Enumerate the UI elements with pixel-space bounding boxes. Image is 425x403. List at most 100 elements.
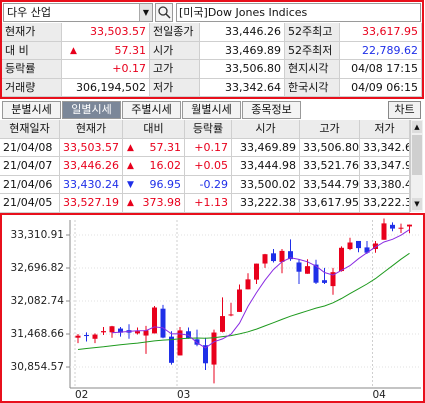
quote-label: 거래량: [2, 78, 62, 97]
candle-body: [186, 331, 191, 339]
quote-value: 33,503.57: [62, 23, 150, 42]
candle-body: [364, 247, 370, 253]
candle-body: [169, 336, 174, 363]
candle-body: [245, 279, 251, 290]
chart-box: [0, 213, 425, 403]
value-cell: 33,444.98: [232, 157, 300, 176]
candle-body: [237, 289, 242, 312]
value-cell: +1.13: [185, 194, 232, 213]
quote-label: 시가: [150, 41, 200, 60]
candle-body: [75, 335, 81, 338]
change-arrow: ▲: [70, 45, 77, 56]
quote-label: 전일종가: [150, 23, 200, 42]
candle-body: [177, 330, 183, 356]
candle-body: [228, 314, 234, 316]
value-cell: +0.17: [185, 138, 232, 157]
quote-label: 52주최저: [285, 41, 340, 60]
candle-body: [84, 335, 89, 337]
value-cell: 33,446.26: [60, 157, 123, 176]
candle-body: [407, 224, 412, 227]
candle-body: [390, 224, 395, 229]
market-text: [미국]Dow Jones Indices: [179, 6, 308, 19]
quote-value: 22,789.62: [340, 41, 422, 60]
date-cell: 21/04/05: [0, 194, 60, 213]
value-cell: 33,222.38: [360, 194, 410, 213]
candle-chart: 33,310.91 32,696.82 32,082.74 31,468.66 30,8…: [0, 213, 425, 403]
quote-value: 33,506.80: [200, 60, 285, 79]
x-tick-label: 02: [75, 389, 88, 401]
candle-body: [203, 345, 208, 364]
quote-value: +0.17: [62, 60, 150, 79]
candle-body: [143, 330, 149, 336]
date-cell: 21/04/08: [0, 138, 60, 157]
symbol-input[interactable]: 다우 산업: [3, 3, 153, 22]
candle-body: [262, 254, 268, 264]
quote-value: 33,446.26: [200, 23, 285, 42]
chart-button-label: 차트: [394, 103, 415, 116]
y-tick-label: 32,696.82: [11, 262, 64, 274]
symbol-text: 다우 산업: [7, 6, 51, 19]
candle-body: [135, 331, 140, 334]
date-cell: 21/04/07: [0, 157, 60, 176]
quote-value: 33,469.89: [200, 41, 285, 60]
quote-value: 04/09 06:15: [340, 78, 422, 97]
candle-body: [254, 263, 259, 280]
value-cell: 57.31: [123, 138, 185, 157]
date-cell: 21/04/06: [0, 175, 60, 194]
value-cell: 33,527.19: [60, 194, 123, 213]
value-cell: 33,544.79: [300, 175, 360, 194]
market-field: [미국]Dow Jones Indices: [176, 3, 421, 22]
y-tick-label: 31,468.66: [11, 328, 65, 340]
value-cell: 33,521.76: [300, 157, 360, 176]
candle-body: [305, 266, 310, 274]
quote-value: 306,194,502: [62, 78, 150, 97]
tab[interactable]: 월별시세: [182, 101, 241, 119]
tab[interactable]: 일별시세: [62, 101, 121, 119]
quote-value: 57.31 ▲: [62, 41, 150, 60]
quote-label: 저가: [150, 78, 200, 97]
tab[interactable]: 종목정보: [242, 101, 301, 119]
column-header: 등락률: [185, 120, 232, 139]
candle-body: [347, 242, 353, 250]
search-button[interactable]: [155, 3, 173, 22]
column-header: 현재가: [60, 120, 123, 139]
candle-body: [220, 316, 225, 332]
candle-body: [118, 328, 123, 333]
quote-label: 대 비: [2, 41, 62, 60]
value-cell: 33,430.24: [60, 175, 123, 194]
value-cell: 33,500.02: [232, 175, 300, 194]
x-tick-label: 03: [177, 389, 190, 401]
value-cell: 96.95: [123, 175, 185, 194]
scroll-down[interactable]: ▼: [412, 198, 422, 210]
scroll-thumb[interactable]: [412, 135, 422, 175]
candle-body: [211, 332, 217, 365]
value-cell: 16.02: [123, 157, 185, 176]
candle-body: [152, 307, 157, 334]
scroll-up[interactable]: ▲: [412, 121, 422, 133]
change-arrow: ▲: [127, 161, 134, 171]
chart-button[interactable]: 차트: [388, 101, 421, 119]
column-header: 현재일자: [0, 120, 60, 139]
candle-body: [101, 331, 106, 333]
quote-label: 고가: [150, 60, 200, 79]
dropdown-arrow[interactable]: ▼: [139, 4, 152, 21]
change-arrow: ▼: [127, 179, 134, 190]
candle-body: [373, 243, 378, 250]
change-arrow: ▲: [127, 142, 134, 153]
quote-value: 33,342.64: [200, 78, 285, 97]
value-cell: -0.29: [185, 175, 232, 194]
tab[interactable]: 주별시세: [122, 101, 181, 119]
search-icon: [158, 6, 171, 19]
value-cell: 33,380.43: [360, 175, 410, 194]
ma20-line: [77, 252, 410, 350]
column-header: 고가: [300, 120, 360, 139]
quote-label: 52주최고: [285, 23, 340, 42]
value-cell: 33,469.89: [232, 138, 300, 157]
candle-body: [330, 272, 336, 287]
quote-value: 04/08 17:15: [340, 60, 422, 79]
y-tick-label: 30,854.57: [11, 361, 64, 373]
scrollbar[interactable]: ▲ ▼: [410, 120, 423, 212]
tab[interactable]: 분별시세: [2, 101, 61, 119]
candle-body: [313, 264, 319, 283]
